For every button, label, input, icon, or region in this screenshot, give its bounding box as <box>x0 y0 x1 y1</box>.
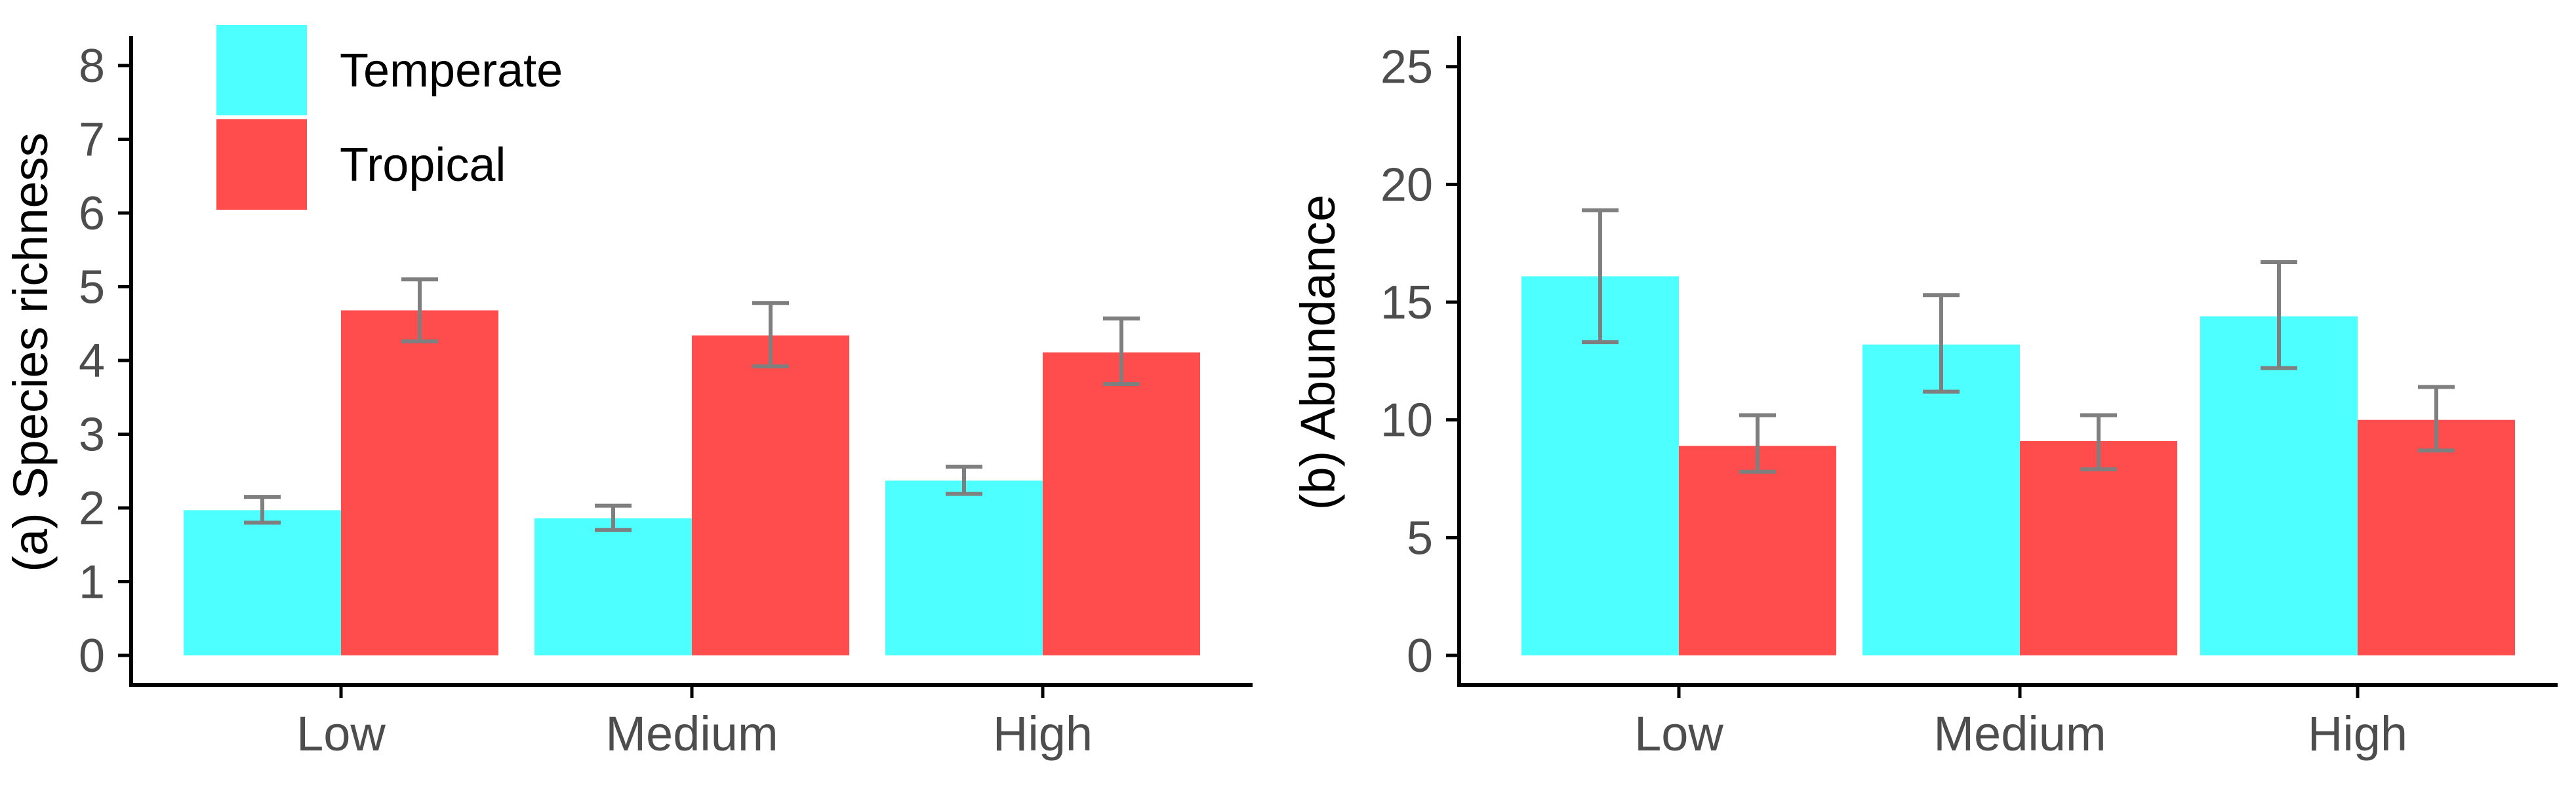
panel-b-abundance: 0 5 10 15 20 25 Low Medium High (b) Abundance <box>1291 36 2558 761</box>
bar-temperate-medium <box>534 518 692 655</box>
y-tick-label: 10 <box>1380 395 1433 447</box>
y-tick-label: 3 <box>79 409 105 461</box>
error-bar-temperate-medium <box>1923 293 1960 394</box>
y-tick-label: 7 <box>79 114 105 166</box>
legend: Temperate Tropical <box>216 25 563 210</box>
x-tick-label-low: Low <box>296 707 386 761</box>
y-tick-label: 2 <box>79 482 105 535</box>
error-bar-tropical-high <box>1103 316 1140 386</box>
legend-key-temperate <box>216 25 307 115</box>
x-tick-label-high: High <box>2308 707 2407 761</box>
x-tick-label-low: Low <box>1634 707 1723 761</box>
legend-label-tropical: Tropical <box>340 139 506 191</box>
bar-tropical-medium <box>692 335 849 655</box>
bar-temperate-medium <box>1862 344 2020 655</box>
y-tick-label: 25 <box>1380 41 1433 94</box>
bar-temperate-high <box>2200 316 2358 655</box>
legend-label-temperate: Temperate <box>340 45 563 97</box>
error-bar-temperate-high <box>946 465 982 496</box>
y-tick-label: 4 <box>79 335 105 387</box>
y-tick-label: 20 <box>1380 159 1433 211</box>
error-bar-tropical-medium <box>752 301 789 368</box>
error-bar-tropical-low <box>1739 413 1776 474</box>
error-bar-tropical-medium <box>2080 413 2117 472</box>
x-tick-label-high: High <box>993 707 1093 761</box>
error-bar-temperate-high <box>2261 260 2297 370</box>
y-tick-label: 1 <box>79 556 105 609</box>
legend-key-tropical <box>216 119 307 210</box>
bar-tropical-medium <box>2020 441 2177 655</box>
bar-tropical-low <box>1679 446 1836 655</box>
y-tick-label: 15 <box>1380 277 1433 329</box>
bar-tropical-high <box>1043 352 1200 655</box>
bar-temperate-low <box>184 510 341 655</box>
y-axis-title: (b) Abundance <box>1291 195 1345 510</box>
y-tick-label: 0 <box>79 630 105 682</box>
y-tick-label: 0 <box>1407 630 1433 682</box>
y-tick-label: 8 <box>79 40 105 92</box>
y-tick-label: 5 <box>79 262 105 314</box>
error-bar-tropical-high <box>2418 385 2455 453</box>
x-tick-label-medium: Medium <box>1933 707 2106 761</box>
error-bar-temperate-medium <box>595 503 632 532</box>
error-bar-temperate-low <box>1582 208 1619 345</box>
error-bar-temperate-low <box>244 495 281 525</box>
panel-a-species-richness: 0 1 2 3 4 5 6 7 8 Low Medium High (a) Species richne… <box>3 36 1253 761</box>
bar-temperate-high <box>885 480 1043 655</box>
y-axis-title: (a) Species richness <box>3 132 58 572</box>
x-tick-label-medium: Medium <box>605 707 778 761</box>
error-bar-tropical-low <box>401 277 438 343</box>
bar-tropical-low <box>341 310 498 655</box>
y-tick-label: 5 <box>1407 512 1433 564</box>
bar-tropical-high <box>2358 419 2515 655</box>
y-tick-label: 6 <box>79 187 105 240</box>
